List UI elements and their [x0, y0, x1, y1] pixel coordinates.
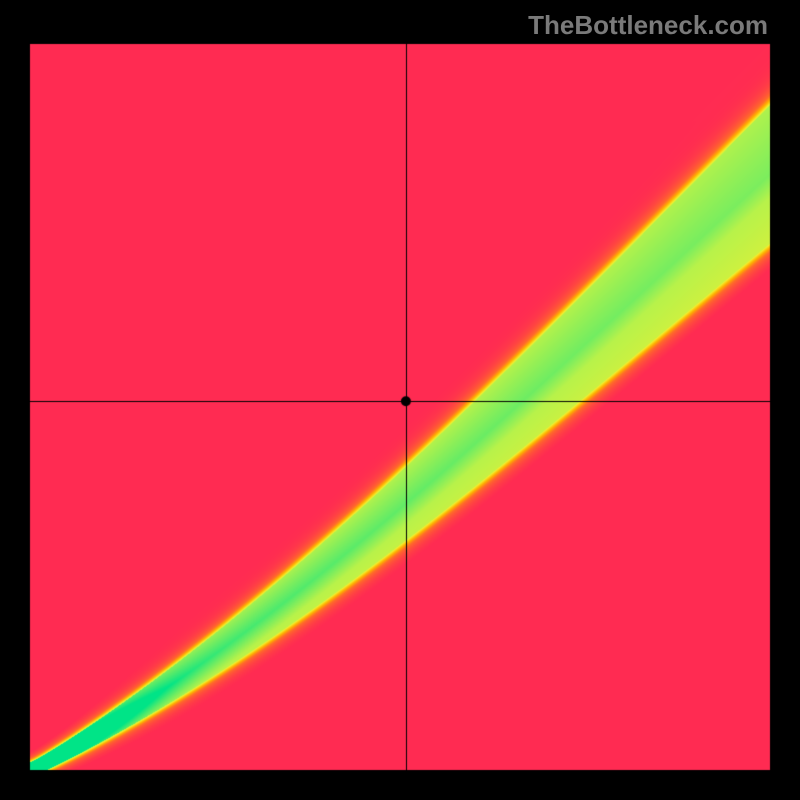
watermark-text: TheBottleneck.com: [528, 10, 768, 41]
chart-root: TheBottleneck.com: [0, 0, 800, 800]
bottleneck-heatmap: [0, 0, 800, 800]
